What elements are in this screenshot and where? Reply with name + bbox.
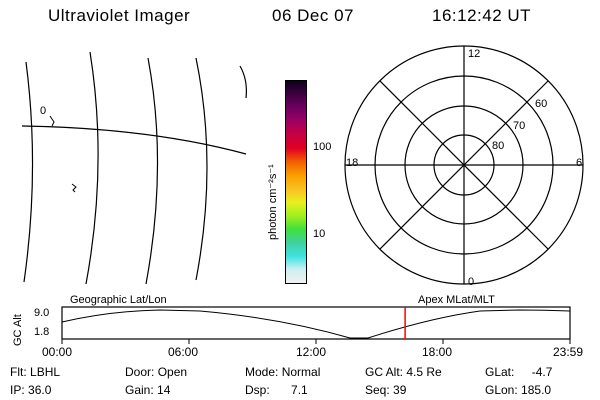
lat-label-60: 60: [535, 98, 548, 110]
gain-value: 14: [157, 383, 171, 397]
map-meridian: [145, 57, 159, 285]
ip-info: IP: 36.0: [10, 383, 52, 397]
map-parallel: [21, 125, 247, 155]
mlt-label-18: 18: [346, 157, 359, 169]
filter-value: LBHL: [30, 365, 61, 379]
instrument-title: Ultraviolet Imager: [48, 6, 191, 25]
colorbar-tick-100: 100: [313, 141, 332, 153]
glon-value: 185.0: [521, 383, 552, 397]
timeline-frame: [61, 306, 571, 340]
glon-info: GLon: 185.0: [485, 383, 552, 397]
lat-label-80: 80: [492, 140, 505, 152]
gcalt-value: 4.5 Re: [406, 365, 442, 379]
dsp-info: Dsp: 7.1: [245, 383, 308, 397]
orbit-altitude-curve: [61, 309, 571, 339]
dsp-value: 7.1: [291, 383, 308, 397]
door-value: Open: [157, 365, 188, 379]
mlt-label-6: 6: [576, 157, 583, 169]
polar-diagonal: [379, 80, 549, 250]
seq-value: 39: [393, 383, 407, 397]
mlt-label-12: 12: [468, 48, 481, 60]
mode-value: Normal: [281, 365, 321, 379]
mode-info: Mode: Normal: [245, 365, 321, 379]
time-label: 16:12:42 UT: [432, 6, 532, 25]
timeline-ytick-low: 1.8: [34, 326, 50, 338]
colorbar: [285, 80, 307, 284]
glat-info: GLat: -4.7: [485, 365, 553, 379]
timeline-right-title: Apex MLat/MLT: [418, 294, 495, 306]
door-info: Door: Open: [125, 365, 188, 379]
timeline-xtick-2359: 23:59: [553, 345, 584, 359]
timeline-xtick-1800: 18:00: [422, 345, 453, 359]
gain-info: Gain: 14: [125, 383, 171, 397]
map-meridian: [23, 61, 34, 283]
timeline-ticks: [61, 339, 571, 344]
colorbar-tick-10: 10: [313, 228, 326, 240]
timeline-ytick-high: 9.0: [34, 307, 50, 319]
timeline-xtick-0000: 00:00: [42, 345, 73, 359]
lat-label-70: 70: [513, 120, 526, 132]
map-meridian: [239, 65, 247, 99]
seq-info: Seq: 39: [365, 383, 407, 397]
timeline-xtick-0600: 06:00: [168, 345, 199, 359]
mlt-label-0: 0: [468, 276, 475, 288]
contour-label: 0: [40, 105, 47, 117]
date-label: 06 Dec 07: [272, 6, 354, 25]
timeline-xtick-1200: 12:00: [296, 345, 327, 359]
timeline-left-title: Geographic Lat/Lon: [70, 294, 167, 306]
glat-value: -4.7: [531, 365, 553, 379]
filter-info: Flt: LBHL: [10, 365, 61, 379]
gcalt-info: GC Alt: 4.5 Re: [365, 365, 442, 379]
map-meridian: [195, 57, 208, 281]
map-coastline: [71, 183, 77, 193]
map-meridian: [85, 51, 99, 285]
ip-value: 36.0: [28, 383, 52, 397]
map-contour-tick: [49, 115, 55, 127]
